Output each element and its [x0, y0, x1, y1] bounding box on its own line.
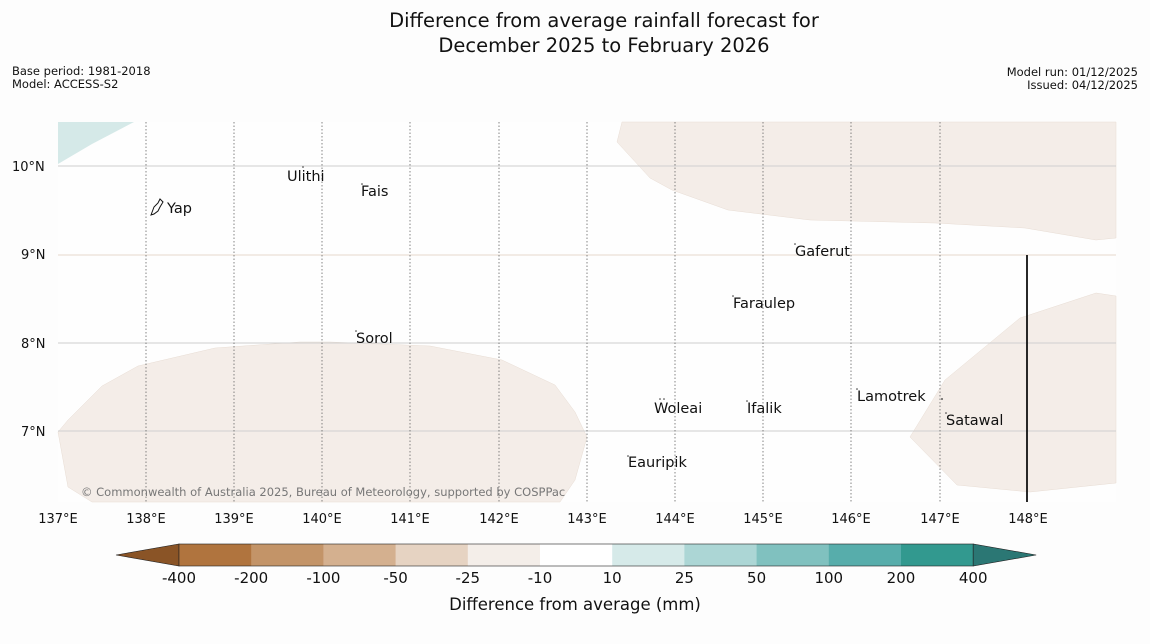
model-run: Model run: 01/12/2025: [1006, 65, 1138, 79]
place-label-ulithi: Ulithi: [287, 169, 325, 185]
copyright-notice: © Commonwealth of Australia 2025, Bureau…: [81, 485, 565, 499]
place-label-satawal: Satawal: [946, 413, 1003, 429]
lon-label-140e: 140°E: [302, 512, 342, 527]
longitude-labels: 137°E 138°E 139°E 140°E 141°E 142°E 143°…: [38, 512, 1048, 527]
colorbar-outline: [178, 543, 974, 567]
meta-left: Base period: 1981-2018 Model: ACCESS-S2: [12, 65, 151, 91]
colorbar-tick-label: -100: [306, 569, 340, 587]
colorbar-extend-high: [972, 543, 1037, 567]
colorbar-segment: [467, 544, 541, 566]
colorbar-tick-label: -25: [456, 569, 481, 587]
place-label-sorol: Sorol: [356, 331, 393, 347]
place-label-faraulep: Faraulep: [733, 296, 795, 312]
colorbar-segment: [540, 544, 613, 566]
lat-label-9n: 9°N: [21, 248, 46, 263]
anomaly-region-topright: [616, 121, 1117, 241]
lat-label-10n: 10°N: [12, 160, 45, 175]
colorbar-segment: [756, 544, 830, 566]
colorbar-segment: [179, 544, 252, 566]
meta-right: Model run: 01/12/2025 Issued: 04/12/2025: [1007, 66, 1138, 92]
colorbar-tick-label: -200: [234, 569, 268, 587]
place-label-lamotrek: Lamotrek: [857, 389, 926, 405]
title-line-1: Difference from average rainfall forecas…: [389, 9, 819, 32]
lon-label-144e: 144°E: [655, 512, 695, 527]
map-title: Difference from average rainfall forecas…: [0, 8, 1150, 58]
anomaly-region-topleft: [58, 122, 134, 164]
colorbar-extend-low: [115, 543, 180, 567]
place-label-woleai: Woleai: [654, 401, 702, 417]
lat-label-8n: 8°N: [21, 337, 46, 352]
lon-label-143e: 143°E: [567, 512, 607, 527]
colorbar-tick-label: 100: [814, 569, 843, 587]
colorbar-title: Difference from average (mm): [449, 595, 701, 614]
lon-label-145e: 145°E: [743, 512, 783, 527]
lon-label-141e: 141°E: [390, 512, 430, 527]
place-label-yap: Yap: [166, 201, 192, 217]
colorbar-segment: [901, 544, 974, 566]
colorbar-segment: [828, 544, 902, 566]
colorbar-segment: [612, 544, 685, 566]
colorbar-tick-label: 50: [747, 569, 766, 587]
longitude-gridlines: [145, 122, 941, 502]
yap-island-shape: [150, 198, 164, 216]
colorbar-segment: [323, 544, 397, 566]
title-line-2: December 2025 to February 2026: [438, 34, 770, 57]
lon-label-148e: 148°E: [1008, 512, 1048, 527]
colorbar: [115, 543, 1037, 567]
lon-label-138e: 138°E: [126, 512, 166, 527]
colorbar-tick-label: -400: [162, 569, 196, 587]
island-markers: [302, 166, 947, 457]
place-label-ifalik: Ifalik: [747, 401, 782, 417]
lon-label-139e: 139°E: [214, 512, 254, 527]
lat-label-7n: 7°N: [21, 425, 46, 440]
colorbar-tick-label: -50: [383, 569, 408, 587]
colorbar-tick-label: -10: [528, 569, 553, 587]
latitude-labels: 10°N 9°N 8°N 7°N: [12, 160, 46, 440]
colorbar-tick-labels: -400 -200 -100 -50 -25 -10 10 25 50 100 200 400: [162, 569, 988, 587]
colorbar-tick-label: 10: [603, 569, 622, 587]
issued-date: Issued: 04/12/2025: [1027, 78, 1138, 92]
place-label-eauripik: Eauripik: [628, 455, 687, 471]
colorbar-segment: [251, 544, 324, 566]
lon-label-142e: 142°E: [479, 512, 519, 527]
colorbar-tick-label: 200: [887, 569, 916, 587]
anomaly-region-south: [57, 341, 588, 503]
lon-label-137e: 137°E: [38, 512, 78, 527]
colorbar-segment: [395, 544, 469, 566]
model-name: Model: ACCESS-S2: [12, 77, 119, 91]
colorbar-segment: [684, 544, 758, 566]
place-label-fais: Fais: [361, 184, 388, 200]
lon-label-146e: 146°E: [831, 512, 871, 527]
colorbar-tick-label: 400: [959, 569, 988, 587]
place-label-gaferut: Gaferut: [795, 244, 850, 260]
base-period: Base period: 1981-2018: [12, 64, 151, 78]
colorbar-tick-label: 25: [675, 569, 694, 587]
lon-label-147e: 147°E: [920, 512, 960, 527]
